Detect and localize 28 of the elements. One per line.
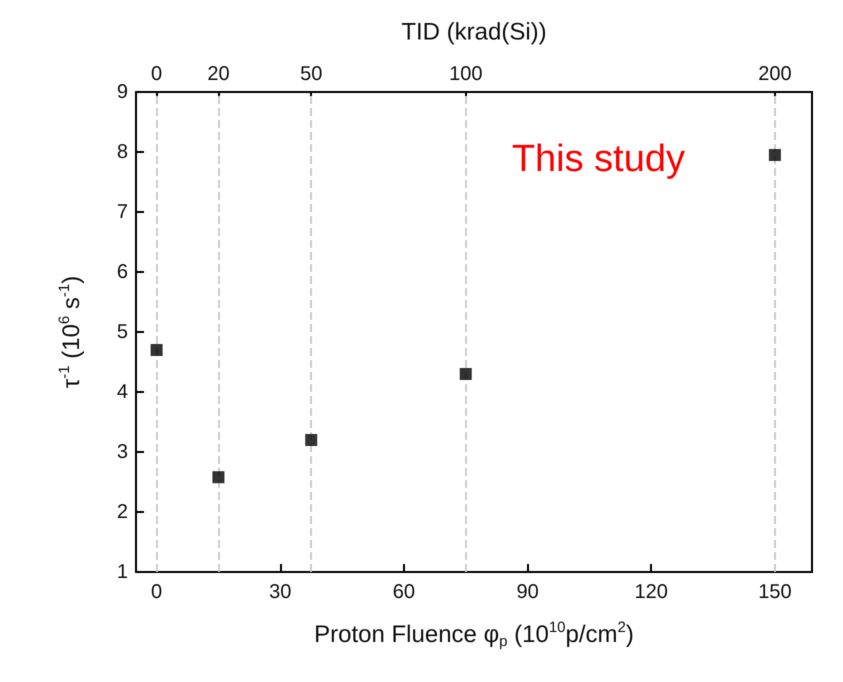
x-tick-label: 150 xyxy=(758,581,792,603)
x2-tick-label: 0 xyxy=(151,63,162,85)
x2-tick-label: 20 xyxy=(207,63,230,85)
y-tick-label: 2 xyxy=(116,501,128,523)
y-axis-title: τ-1 (106 s-1) xyxy=(56,276,85,388)
y-tick-label: 5 xyxy=(116,321,128,343)
point xyxy=(768,149,781,161)
y-tick-label: 7 xyxy=(116,201,128,223)
x-tick-label: 90 xyxy=(516,581,539,603)
x-tick-label: 120 xyxy=(634,581,668,603)
point xyxy=(150,344,163,356)
x-tick-label: 30 xyxy=(269,581,292,603)
y-tick-label: 9 xyxy=(116,81,128,103)
x-tick-label: 0 xyxy=(151,581,162,603)
point xyxy=(305,434,318,446)
annotation: This study xyxy=(512,138,685,180)
y-tick-label: 3 xyxy=(116,441,128,463)
y-tick-label: 4 xyxy=(116,381,128,403)
x2-tick-label: 50 xyxy=(300,63,322,85)
x2-tick-label: 200 xyxy=(758,63,792,85)
y-tick-label: 8 xyxy=(116,141,128,163)
point xyxy=(460,368,472,380)
y-tick-label: 1 xyxy=(116,561,128,583)
y-tick-label: 6 xyxy=(116,261,128,283)
x2-axis-title: TID (krad(Si)) xyxy=(401,18,547,46)
point xyxy=(212,471,224,484)
x-tick-label: 60 xyxy=(392,581,416,603)
x2-tick-label: 100 xyxy=(449,63,482,85)
